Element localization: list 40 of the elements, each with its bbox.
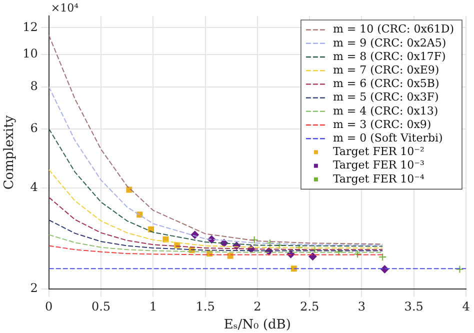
point (266, 239, 274, 248)
x-tick-label: 4 (462, 299, 470, 314)
legend-label: m = 5 (CRC: 0x3F) (332, 90, 439, 104)
legend-label: m = 10 (CRC: 0x61D) (332, 22, 454, 36)
point (250, 236, 258, 244)
point (308, 252, 317, 260)
point (378, 253, 387, 262)
legend-label: Target FER 10⁻² (332, 145, 424, 158)
x-tick-label: 1 (149, 299, 157, 314)
legend-label: m = 8 (CRC: 0x17F) (332, 50, 446, 63)
legend-label: m = 3 (CRC: 0x9) (332, 118, 432, 131)
legend-label: m = 4 (CRC: 0x13) (332, 104, 438, 118)
x-tick-label: 3 (358, 299, 366, 314)
legend-label: m = 7 (CRC: 0xE9) (332, 63, 440, 76)
text: ×10⁴ (50, 1, 80, 14)
legend-label: m = 6 (CRC: 0x5B) (332, 77, 440, 90)
line-series (48, 196, 384, 250)
y-tick-label: 8 (30, 78, 38, 93)
y-tick-label: 6 (30, 120, 38, 135)
point (354, 250, 362, 258)
y-tick-label: 4 (30, 180, 38, 194)
y-axis-title: Complexity (2, 114, 18, 190)
x-tick-label: 2.5 (300, 299, 320, 314)
point (295, 243, 304, 252)
legend-label: m = 9 (CRC: 0x2A5) (332, 36, 446, 50)
point (334, 248, 343, 256)
legend-label: Target FER 10⁻⁴ (332, 172, 425, 186)
x-axis-title: Eₛ/N₀ (dB) (224, 318, 291, 333)
x-tick-label: 2 (254, 299, 262, 314)
x-tick-label: 0 (45, 299, 53, 314)
legend-label: m = 0 (Soft Viterbi) (332, 131, 443, 144)
point (456, 265, 464, 274)
y-tick-label: 10 (22, 46, 38, 60)
point (275, 241, 284, 250)
x-tick-label: 3.5 (404, 299, 424, 314)
x-tick-label: 1.5 (196, 299, 215, 314)
x-tick-label: 0.5 (91, 299, 111, 314)
legend-label: Target FER 10⁻³ (332, 158, 424, 172)
y-tick-label: 12 (22, 20, 38, 34)
y-tick-label: 2 (30, 281, 38, 296)
